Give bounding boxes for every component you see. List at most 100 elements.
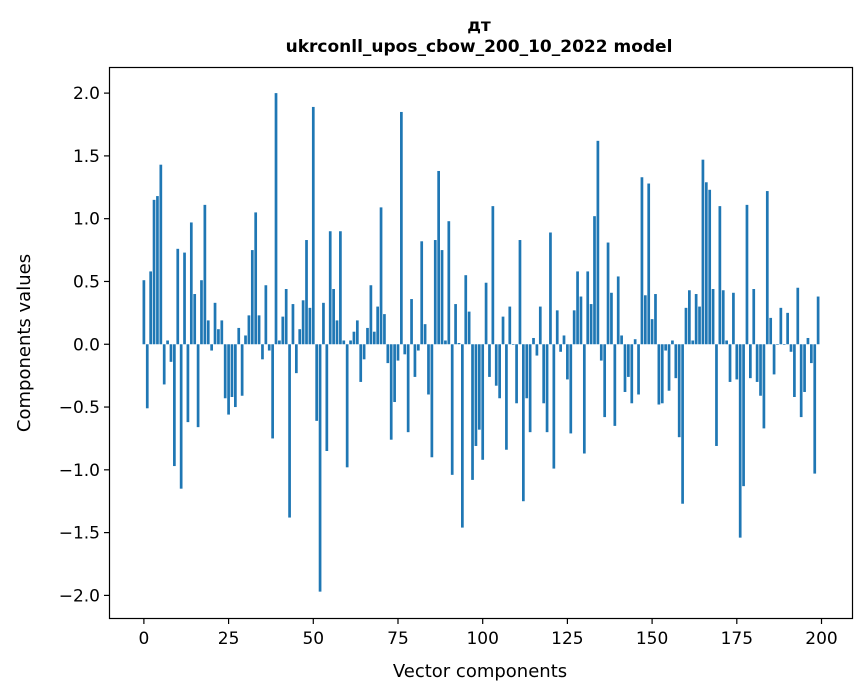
chart-title-line-2: ukrconll_upos_cbow_200_10_2022 model xyxy=(286,37,673,57)
bar xyxy=(637,344,640,395)
bar xyxy=(254,212,258,345)
bar xyxy=(681,344,684,504)
bar xyxy=(603,344,607,418)
bar xyxy=(660,344,664,404)
bar xyxy=(298,329,302,345)
bar xyxy=(355,320,359,345)
bar xyxy=(776,344,779,345)
bar xyxy=(213,302,217,345)
x-tick-label: 100 xyxy=(466,629,498,649)
bar xyxy=(532,337,535,345)
bar xyxy=(196,344,200,428)
bar xyxy=(322,302,325,345)
bar xyxy=(698,306,701,345)
y-tick-label: 1.0 xyxy=(73,210,100,230)
bar xyxy=(420,241,424,345)
bar xyxy=(481,344,485,460)
bar xyxy=(711,289,715,345)
bar xyxy=(515,344,518,404)
bar xyxy=(542,344,546,404)
bar xyxy=(745,204,749,345)
bar xyxy=(809,344,813,364)
bar xyxy=(250,250,254,345)
bar xyxy=(383,314,386,345)
bars-group xyxy=(142,93,820,592)
bar xyxy=(288,344,291,518)
bar xyxy=(200,280,203,345)
bar xyxy=(613,344,617,426)
x-tick-label: 175 xyxy=(721,629,753,649)
bar xyxy=(403,344,407,355)
bar xyxy=(572,310,576,345)
bar xyxy=(457,343,461,345)
bar xyxy=(589,304,593,345)
bar xyxy=(627,344,630,377)
bar xyxy=(237,327,241,345)
bar xyxy=(501,316,505,345)
bar xyxy=(454,304,457,345)
bar xyxy=(793,344,796,397)
bar xyxy=(677,344,681,438)
bar xyxy=(349,340,352,345)
bar xyxy=(769,317,773,345)
bar xyxy=(430,344,434,458)
bar xyxy=(278,340,281,345)
bar xyxy=(257,315,261,345)
bar xyxy=(281,316,285,345)
bar xyxy=(518,240,522,345)
bar xyxy=(152,199,156,345)
bar xyxy=(647,183,651,345)
bar xyxy=(477,344,481,430)
bar xyxy=(234,344,237,408)
bar xyxy=(782,344,786,345)
bar xyxy=(247,315,251,345)
bar xyxy=(701,159,705,345)
y-tick-label: 1.5 xyxy=(73,147,100,167)
bar xyxy=(664,344,668,351)
bar xyxy=(450,344,454,475)
bar xyxy=(379,207,383,345)
bar xyxy=(559,344,562,352)
bar xyxy=(806,337,810,345)
bar xyxy=(271,344,274,439)
bar xyxy=(596,140,600,345)
x-tick-label: 150 xyxy=(636,629,668,649)
y-tick-label: −2.0 xyxy=(59,586,100,606)
bar xyxy=(586,271,590,345)
bar xyxy=(305,240,308,345)
bar xyxy=(142,280,146,345)
bar xyxy=(633,339,637,345)
bar xyxy=(345,344,349,468)
bar xyxy=(206,320,210,345)
bar xyxy=(311,106,315,345)
bar xyxy=(704,182,708,345)
bar xyxy=(359,344,363,382)
bar xyxy=(535,344,539,356)
bar xyxy=(362,344,366,360)
bar xyxy=(342,340,346,345)
bar xyxy=(484,282,488,345)
bar xyxy=(467,311,471,345)
x-tick-label: 25 xyxy=(218,629,240,649)
bar xyxy=(176,248,180,345)
bar xyxy=(149,271,153,345)
bar xyxy=(447,221,451,345)
bar xyxy=(240,344,244,396)
bar xyxy=(308,307,312,345)
bar xyxy=(318,344,322,592)
bar xyxy=(274,93,278,345)
x-axis-label: Vector components xyxy=(393,661,567,682)
bar xyxy=(440,250,444,345)
y-tick-label: −1.0 xyxy=(59,461,100,481)
bar xyxy=(410,299,413,345)
bar xyxy=(372,331,376,345)
bar xyxy=(694,294,698,345)
bar xyxy=(413,344,417,377)
y-tick-label: 2.0 xyxy=(73,84,100,104)
bar xyxy=(166,340,169,345)
bar xyxy=(437,170,440,345)
bar xyxy=(339,231,342,345)
bar xyxy=(464,275,468,345)
bar xyxy=(186,344,190,423)
bar xyxy=(728,344,732,382)
